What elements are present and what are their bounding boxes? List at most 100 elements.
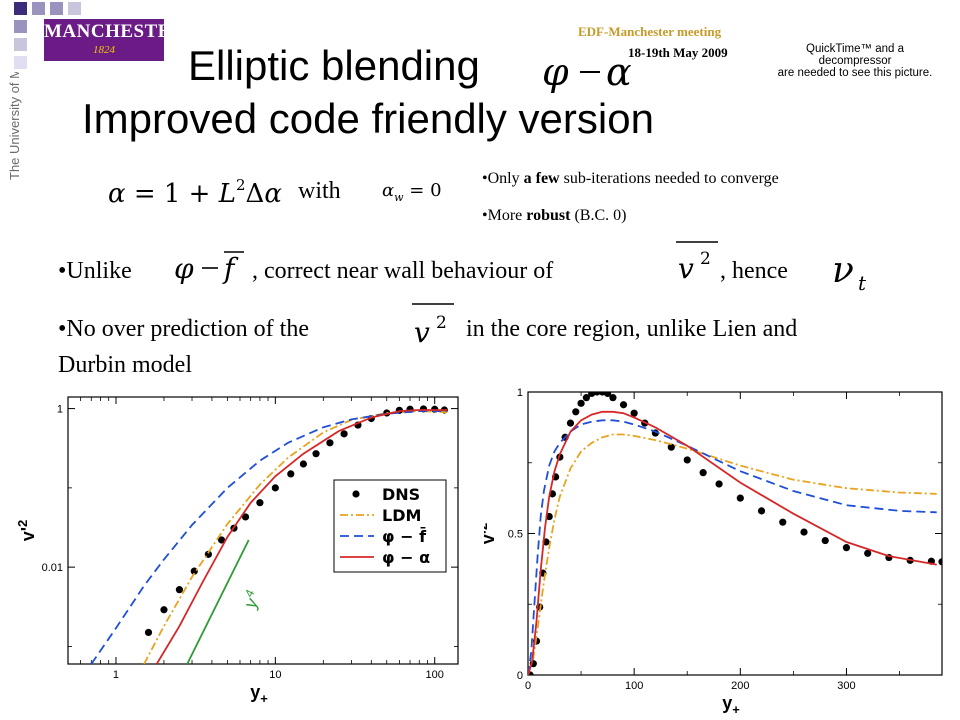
deco-square — [14, 20, 27, 33]
deco-square — [14, 2, 27, 15]
note-text: sub-iterations needed to converge — [559, 170, 779, 187]
svg-text:φ: φ — [174, 252, 194, 285]
dns-point — [800, 528, 808, 536]
x-axis-label: y+ — [250, 682, 268, 706]
dns-point — [609, 394, 617, 402]
series-line — [528, 419, 937, 675]
deco-square — [14, 38, 27, 51]
y-axis-label: v'2 — [484, 523, 498, 545]
quicktime-placeholder: QuickTime™ and a decompressor are needed… — [770, 43, 940, 79]
dns-point — [588, 392, 596, 398]
svg-text:2: 2 — [436, 313, 447, 333]
deco-square — [14, 56, 27, 69]
y-axis-label: v'2 — [15, 520, 38, 542]
dns-point — [175, 586, 183, 594]
alpha-equation: α = 1 + L2Δα — [108, 176, 282, 209]
dns-point — [821, 536, 829, 545]
v2-formula: v 2 — [676, 241, 718, 285]
x-tick-label: 1 — [113, 669, 119, 681]
x-tick-label: 200 — [731, 680, 749, 692]
meeting-date: 18-19th May 2009 — [628, 45, 728, 60]
quicktime-line: are needed to see this picture. — [777, 67, 933, 79]
logo-year: 1824 — [93, 44, 115, 56]
university-logo: MANCHESTER 1824 — [44, 19, 186, 61]
x-tick-label: 100 — [625, 680, 643, 692]
legend-marker — [352, 490, 360, 498]
legend-label: φ − f̄ — [382, 526, 427, 546]
quicktime-line: QuickTime™ and a — [806, 43, 904, 55]
dns-point — [144, 628, 153, 637]
bullet-hence: , hence — [720, 258, 788, 284]
dns-point — [326, 439, 334, 447]
x-tick-label: 300 — [837, 680, 855, 692]
university-vertical-text: The University of Manchester — [7, 72, 22, 180]
y-tick-label: 0.01 — [42, 562, 63, 574]
note-text: •Only — [482, 170, 524, 187]
phi-minus-alpha-title-formula: φ α — [542, 50, 632, 94]
dns-point — [864, 549, 872, 557]
series-line — [528, 410, 937, 675]
quicktime-line: decompressor — [818, 55, 892, 67]
dns-point — [217, 536, 226, 544]
series-group — [528, 392, 942, 675]
svg-text:The University of Manchester: The University of Manchester — [7, 72, 22, 180]
note-sub-iterations: •Only a few sub-iterations needed to con… — [482, 170, 779, 188]
bullet-no-over-prediction: •No over prediction of the — [58, 316, 309, 342]
note-text: •More — [482, 207, 527, 224]
svg-text:2: 2 — [700, 249, 711, 269]
x-tick-label: 10 — [269, 669, 281, 681]
note-robust: •More robust (B.C. 0) — [482, 207, 626, 225]
svg-text:v: v — [414, 316, 430, 349]
x-axis-label: y+ — [722, 693, 740, 717]
dns-point — [938, 558, 942, 566]
deco-square — [32, 2, 45, 15]
dns-point — [160, 606, 168, 614]
linear-chart: 0 100 200 300 0 0.5 1 y+ v'2 — [484, 387, 943, 717]
plot-frame — [527, 391, 943, 676]
svg-text:ν: ν — [832, 250, 854, 291]
deco-square — [68, 2, 81, 15]
dns-point — [340, 430, 348, 438]
series-line — [528, 433, 937, 675]
series-group — [90, 405, 448, 664]
phi-minus-f-formula: φ f — [174, 251, 244, 285]
legend-label: DNS — [382, 485, 420, 504]
dns-point — [593, 392, 601, 396]
dns-point — [241, 513, 250, 521]
dns-point — [566, 419, 575, 427]
dns-point — [256, 499, 264, 507]
note-bold: a few — [523, 170, 560, 187]
y-tick-label: 0.5 — [508, 529, 523, 541]
note-text: (B.C. 0) — [570, 207, 627, 224]
series-line — [155, 409, 448, 664]
dns-point — [604, 392, 612, 398]
logo-name: MANCHESTER — [44, 21, 186, 42]
dns-point — [312, 450, 320, 458]
title-line1: Elliptic blending — [188, 42, 480, 89]
plot-frame — [67, 396, 459, 665]
title-line2: Improved code friendly version — [82, 95, 654, 142]
dns-point — [577, 399, 585, 407]
bullet-core-region: in the core region, unlike Lien and — [466, 316, 798, 342]
svg-text:φ: φ — [542, 50, 569, 94]
dns-point — [572, 408, 580, 416]
deco-square — [50, 2, 63, 15]
svg-text:α = 1 + L2Δα: α = 1 + L2Δα — [108, 176, 282, 209]
bullet-near-wall: , correct near wall behaviour of — [252, 258, 554, 284]
svg-text:t: t — [858, 271, 867, 295]
dns-point — [582, 394, 590, 402]
bullet-unlike: •Unlike — [58, 258, 132, 284]
meeting-name: EDF-Manchester meeting — [578, 24, 722, 39]
note-bold: robust — [526, 207, 571, 224]
legend-label: φ − α — [382, 548, 430, 567]
nu-t-formula: ν t — [832, 250, 867, 295]
dns-point — [699, 469, 707, 477]
series-line — [186, 539, 250, 664]
y-tick-label: 0 — [517, 670, 523, 682]
dns-point — [736, 494, 744, 502]
svg-text:f: f — [222, 252, 239, 285]
dns-point — [271, 484, 279, 492]
bullet-durbin: Durbin model — [58, 352, 192, 378]
svg-text:α: α — [606, 50, 632, 94]
